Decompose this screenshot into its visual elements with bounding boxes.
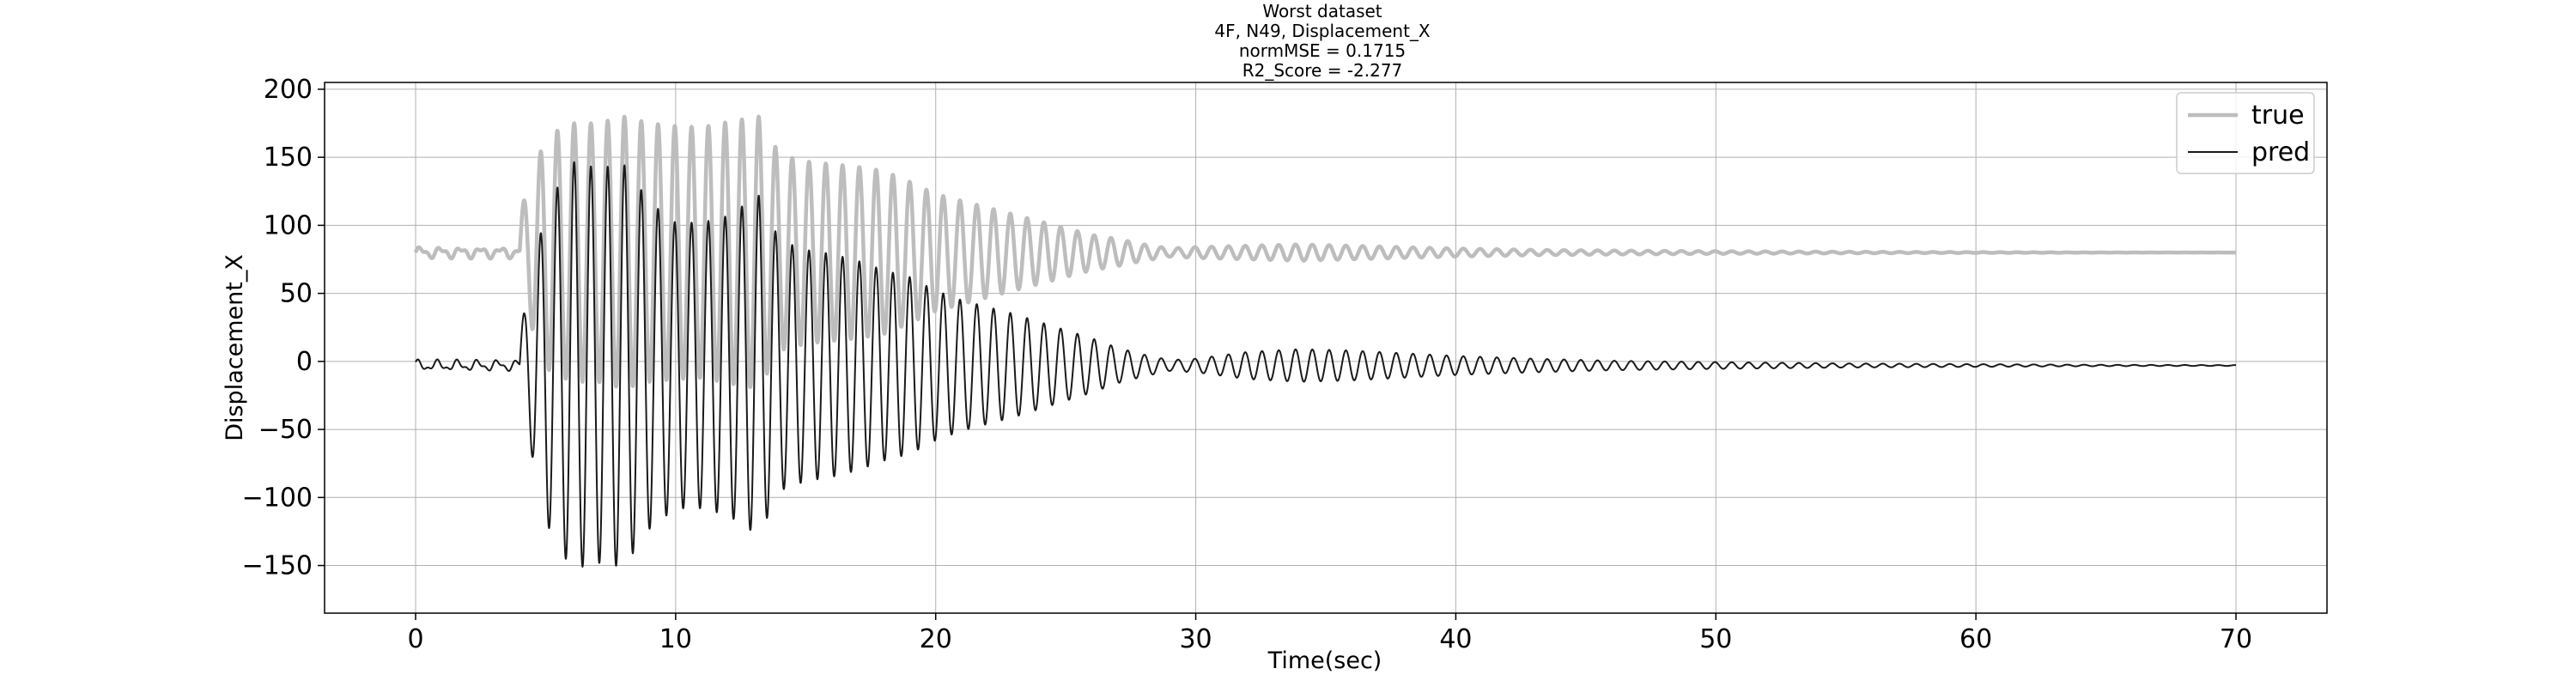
x-tick-label: 10 (659, 624, 692, 654)
x-tick-label: 0 (407, 624, 423, 654)
x-tick-label: 60 (1959, 624, 1992, 654)
y-axis-ticks: −150 −100 −50 0 50 100 150 200 (242, 75, 325, 581)
y-axis-label: Displacement_X (222, 254, 248, 441)
legend-label-true: true (2251, 100, 2305, 131)
y-tick-label: 0 (296, 347, 313, 377)
title-line-1: Worst dataset (1262, 1, 1382, 21)
title-line-2: 4F, N49, Displacement_X (1214, 21, 1431, 41)
legend-box (2176, 92, 2315, 174)
plot-area-frame (324, 82, 2328, 614)
y-tick-label: −100 (242, 483, 313, 513)
legend-label-pred: pred (2251, 137, 2310, 167)
x-axis-ticks: 0 10 20 30 40 50 60 70 (407, 613, 2252, 654)
grid (325, 82, 2327, 613)
y-tick-label: 200 (264, 75, 313, 105)
x-axis-label: Time(sec) (1267, 647, 1382, 674)
series-line-true (413, 114, 2238, 390)
x-tick-label: 50 (1699, 624, 1732, 654)
y-tick-label: 50 (280, 279, 313, 309)
title-line-4: R2_Score = -2.277 (1242, 60, 1403, 81)
x-tick-label: 20 (920, 624, 952, 654)
title-line-3: normMSE = 0.1715 (1239, 40, 1406, 61)
x-tick-label: 30 (1179, 624, 1212, 654)
chart-title: Worst dataset 4F, N49, Displacement_X no… (1214, 1, 1431, 81)
y-tick-label: −50 (258, 415, 313, 445)
plot-lines (413, 114, 2238, 568)
y-tick-label: 100 (264, 210, 313, 240)
legend: true pred (2176, 92, 2315, 174)
x-tick-label: 70 (2220, 624, 2252, 654)
series-line-pred (415, 161, 2237, 568)
y-tick-label: −150 (242, 551, 313, 581)
x-tick-label: 40 (1439, 624, 1472, 654)
y-tick-label: 150 (264, 143, 313, 173)
